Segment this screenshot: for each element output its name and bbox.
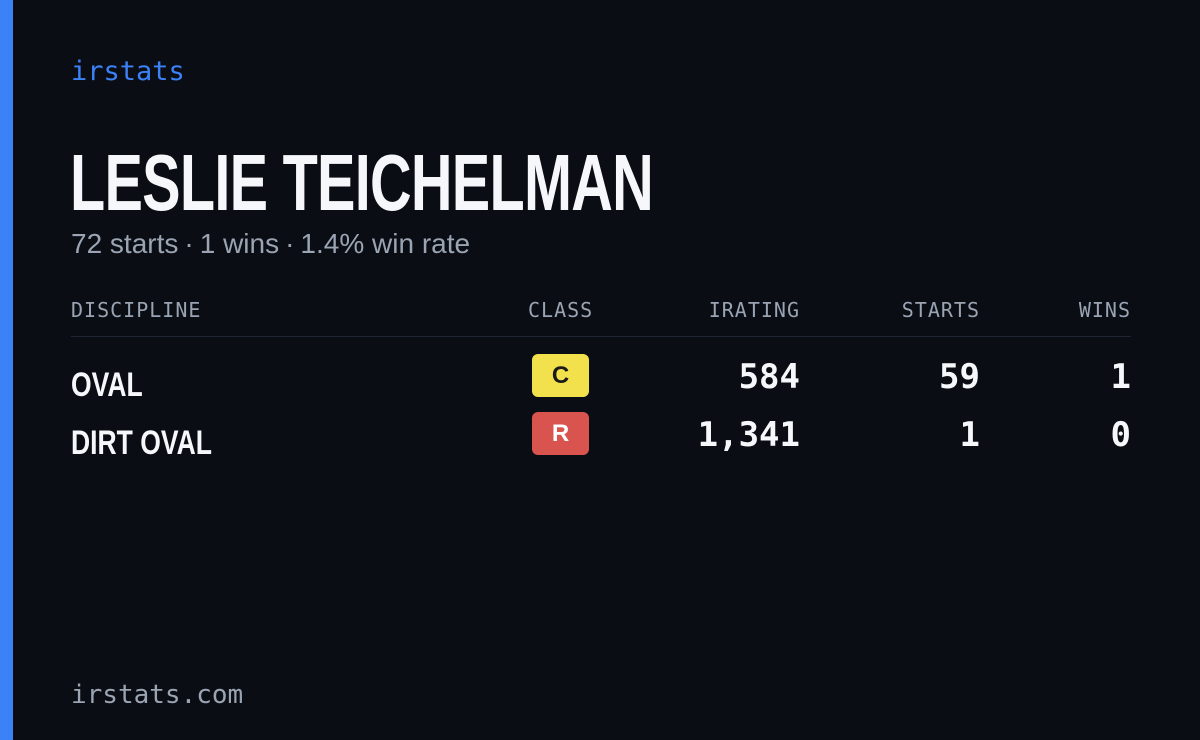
summary-wins: 1 wins: [199, 228, 280, 259]
driver-name: LESLIE TEICHELMAN: [70, 138, 654, 227]
brand-logo-text[interactable]: irstats: [71, 56, 185, 87]
row-starts: 59: [939, 357, 980, 397]
footer-url[interactable]: irstats.com: [71, 680, 244, 710]
table-row: DIRT OVAL R 1,341 1 0: [71, 412, 1131, 462]
row-wins: 1: [1110, 357, 1131, 397]
accent-bar: [0, 0, 13, 740]
row-wins: 0: [1110, 415, 1131, 455]
row-irating: 584: [738, 357, 800, 397]
header-class: CLASS: [528, 298, 594, 322]
header-divider: [71, 336, 1131, 337]
header-irating: IRATING: [708, 298, 800, 322]
summary-starts: 72 starts: [71, 228, 179, 259]
row-irating: 1,341: [697, 415, 800, 455]
class-badge: C: [532, 354, 589, 397]
row-discipline: OVAL: [71, 366, 143, 404]
row-discipline: DIRT OVAL: [71, 424, 212, 462]
header-starts: STARTS: [901, 298, 980, 322]
row-starts: 1: [959, 415, 980, 455]
summary-separator: ·: [285, 228, 295, 259]
header-discipline: DISCIPLINE: [71, 298, 202, 322]
table-row: OVAL C 584 59 1: [71, 354, 1131, 404]
summary-win-rate: 1.4% win rate: [300, 228, 471, 259]
header-wins: WINS: [1078, 298, 1131, 322]
driver-summary: 72 starts · 1 wins · 1.4% win rate: [71, 228, 470, 260]
class-badge: R: [532, 412, 589, 455]
summary-separator: ·: [184, 228, 194, 259]
